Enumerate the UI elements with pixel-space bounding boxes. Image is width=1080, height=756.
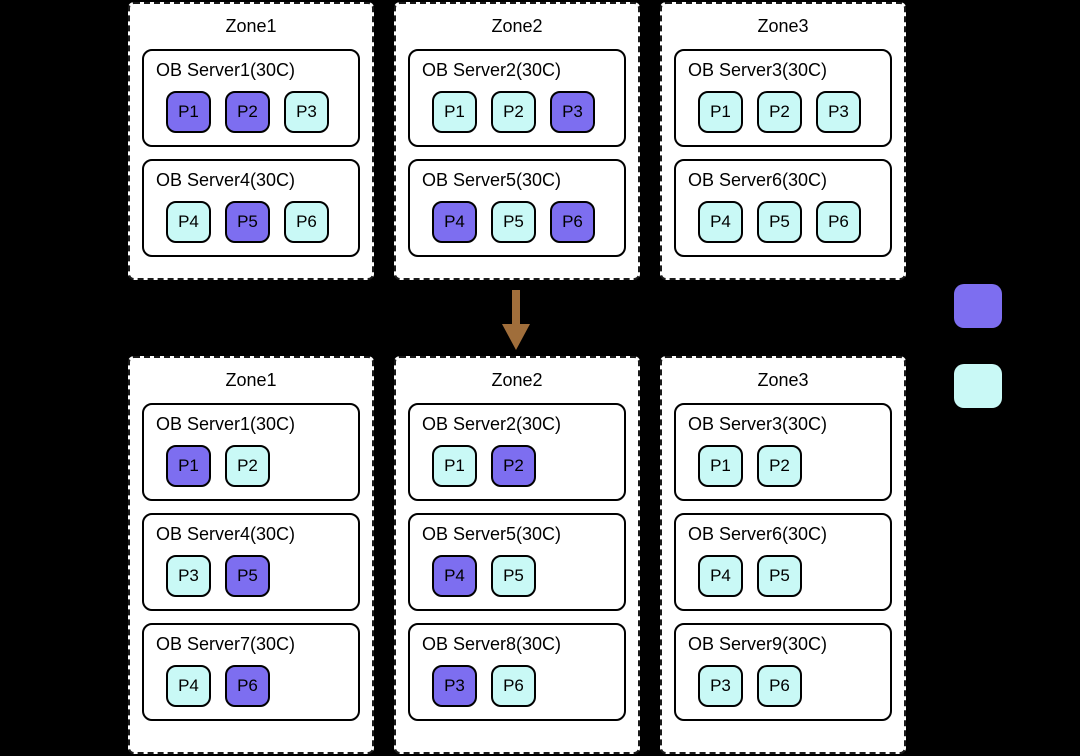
server-box: OB Server6(30C) P4 P5 P6 <box>674 159 892 257</box>
partition-p2: P2 <box>757 445 802 487</box>
zones-row-after: Zone1 OB Server1(30C) P1 P2 OB Server4(30C) P… <box>128 356 906 754</box>
server-title: OB Server9(30C) <box>688 634 828 654</box>
partition-p2: P2 <box>491 91 536 133</box>
partition-p1: P1 <box>432 445 477 487</box>
partition-row: P4 P6 <box>156 665 348 707</box>
partition-p5: P5 <box>757 555 802 597</box>
server-title: OB Server1(30C) <box>156 414 296 434</box>
partition-p4: P4 <box>432 555 477 597</box>
zone-title: Zone3 <box>757 370 809 390</box>
server-title: OB Server5(30C) <box>422 170 562 190</box>
partition-row: P4 P5 P6 <box>688 201 880 243</box>
partition-p3: P3 <box>166 555 211 597</box>
partition-row: P4 P5 <box>422 555 614 597</box>
legend-purple-swatch <box>954 284 1002 328</box>
partition-p5: P5 <box>225 555 270 597</box>
partition-p3: P3 <box>698 665 743 707</box>
partition-p1: P1 <box>166 445 211 487</box>
partition-p1: P1 <box>432 91 477 133</box>
zone-title: Zone1 <box>225 16 277 36</box>
server-box: OB Server2(30C) P1 P2 P3 <box>408 49 626 147</box>
partition-p5: P5 <box>491 201 536 243</box>
partition-p4: P4 <box>698 201 743 243</box>
zone-zone3: Zone3 OB Server3(30C) P1 P2 OB Server6(30C) P… <box>660 356 906 754</box>
server-title: OB Server6(30C) <box>688 170 828 190</box>
partition-p2: P2 <box>225 445 270 487</box>
partition-p2: P2 <box>757 91 802 133</box>
partition-p5: P5 <box>491 555 536 597</box>
server-box: OB Server3(30C) P1 P2 <box>674 403 892 501</box>
server-title: OB Server7(30C) <box>156 634 296 654</box>
server-box: OB Server9(30C) P3 P6 <box>674 623 892 721</box>
server-title: OB Server2(30C) <box>422 414 562 434</box>
partition-p5: P5 <box>757 201 802 243</box>
server-box: OB Server8(30C) P3 P6 <box>408 623 626 721</box>
zones-row-before: Zone1 OB Server1(30C) P1 P2 P3 OB Server4(30C… <box>128 2 906 280</box>
partition-p2: P2 <box>491 445 536 487</box>
partition-p4: P4 <box>432 201 477 243</box>
server-box: OB Server6(30C) P4 P5 <box>674 513 892 611</box>
partition-p6: P6 <box>550 201 595 243</box>
partition-p1: P1 <box>698 91 743 133</box>
server-title: OB Server6(30C) <box>688 524 828 544</box>
partition-p6: P6 <box>816 201 861 243</box>
server-title: OB Server2(30C) <box>422 60 562 80</box>
server-title: OB Server4(30C) <box>156 524 296 544</box>
partition-p3: P3 <box>432 665 477 707</box>
partition-row: P3 P6 <box>688 665 880 707</box>
partition-row: P1 P2 <box>156 445 348 487</box>
partition-row: P1 P2 <box>422 445 614 487</box>
partition-row: P3 P6 <box>422 665 614 707</box>
partition-p4: P4 <box>698 555 743 597</box>
server-box: OB Server7(30C) P4 P6 <box>142 623 360 721</box>
server-title: OB Server1(30C) <box>156 60 296 80</box>
server-box: OB Server2(30C) P1 P2 <box>408 403 626 501</box>
zone-zone3: Zone3 OB Server3(30C) P1 P2 P3 OB Server6(30C… <box>660 2 906 280</box>
zone-zone2: Zone2 OB Server2(30C) P1 P2 OB Server5(30C) P… <box>394 356 640 754</box>
partition-p3: P3 <box>550 91 595 133</box>
legend <box>954 284 1002 408</box>
partition-p3: P3 <box>284 91 329 133</box>
server-title: OB Server3(30C) <box>688 60 828 80</box>
zone-title: Zone2 <box>491 16 543 36</box>
partition-p4: P4 <box>166 201 211 243</box>
server-title: OB Server8(30C) <box>422 634 562 654</box>
zone-title: Zone1 <box>225 370 277 390</box>
partition-p1: P1 <box>698 445 743 487</box>
server-box: OB Server5(30C) P4 P5 <box>408 513 626 611</box>
server-box: OB Server5(30C) P4 P5 P6 <box>408 159 626 257</box>
partition-row: P3 P5 <box>156 555 348 597</box>
partition-row: P4 P5 P6 <box>156 201 348 243</box>
zone-title: Zone3 <box>757 16 809 36</box>
server-box: OB Server3(30C) P1 P2 P3 <box>674 49 892 147</box>
server-box: OB Server4(30C) P3 P5 <box>142 513 360 611</box>
partition-p6: P6 <box>491 665 536 707</box>
server-box: OB Server1(30C) P1 P2 P3 <box>142 49 360 147</box>
zone-title: Zone2 <box>491 370 543 390</box>
legend-cyan-swatch <box>954 364 1002 408</box>
partition-row: P1 P2 P3 <box>156 91 348 133</box>
partition-p2: P2 <box>225 91 270 133</box>
down-arrow-icon <box>498 290 534 352</box>
partition-row: P1 P2 <box>688 445 880 487</box>
partition-p3: P3 <box>816 91 861 133</box>
zone-zone2: Zone2 OB Server2(30C) P1 P2 P3 OB Server5(30C… <box>394 2 640 280</box>
partition-p6: P6 <box>757 665 802 707</box>
partition-row: P1 P2 P3 <box>422 91 614 133</box>
server-title: OB Server5(30C) <box>422 524 562 544</box>
partition-row: P4 P5 P6 <box>422 201 614 243</box>
server-title: OB Server3(30C) <box>688 414 828 434</box>
zone-zone1: Zone1 OB Server1(30C) P1 P2 OB Server4(30C) P… <box>128 356 374 754</box>
partition-p1: P1 <box>166 91 211 133</box>
partition-row: P1 P2 P3 <box>688 91 880 133</box>
partition-p4: P4 <box>166 665 211 707</box>
partition-p6: P6 <box>225 665 270 707</box>
zone-zone1: Zone1 OB Server1(30C) P1 P2 P3 OB Server4(30C… <box>128 2 374 280</box>
server-title: OB Server4(30C) <box>156 170 296 190</box>
server-box: OB Server1(30C) P1 P2 <box>142 403 360 501</box>
partition-p5: P5 <box>225 201 270 243</box>
server-box: OB Server4(30C) P4 P5 P6 <box>142 159 360 257</box>
partition-p6: P6 <box>284 201 329 243</box>
partition-row: P4 P5 <box>688 555 880 597</box>
